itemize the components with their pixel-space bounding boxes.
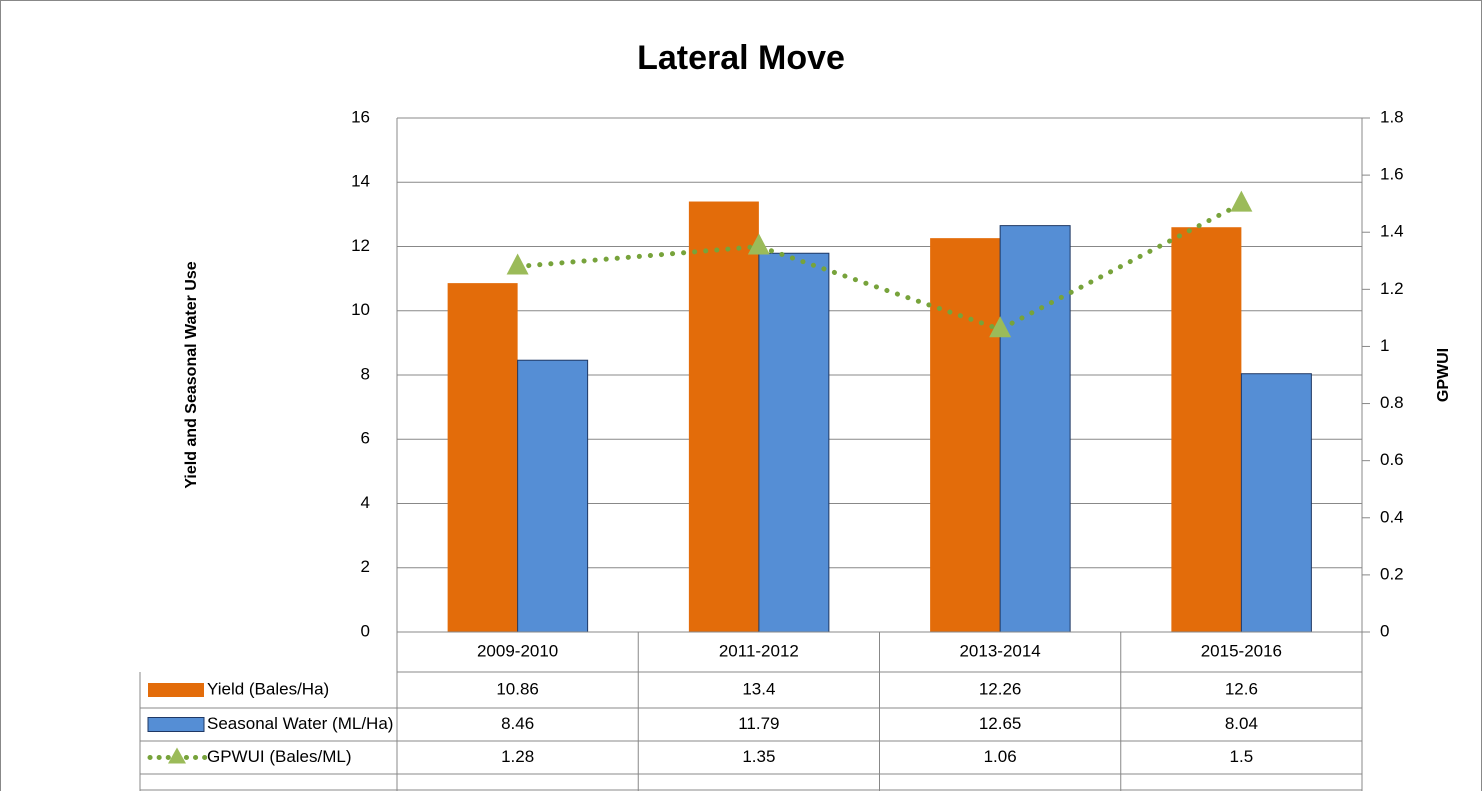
line: [515, 201, 1244, 333]
legend-label: Seasonal Water (ML/Ha): [207, 714, 393, 733]
marker: [989, 316, 1012, 338]
legend-label: GPWUI (Bales/ML): [207, 747, 352, 766]
table-value: 11.79: [738, 714, 779, 733]
y-axis-title: Yield and Seasonal Water Use: [183, 261, 200, 488]
y-tick-label: 4: [361, 493, 370, 512]
marker: [747, 233, 770, 255]
y-tick-label: 2: [361, 557, 370, 576]
y2-tick-label: 1.2: [1380, 279, 1404, 298]
y2-tick-label: 0.6: [1380, 450, 1404, 469]
y2-tick-label: 1: [1380, 336, 1389, 355]
bar: [930, 238, 1001, 632]
y-tick-label: 14: [351, 172, 370, 191]
bar: [1240, 373, 1312, 633]
y2-tick-label: 0.4: [1380, 507, 1404, 526]
y-tick-label: 6: [361, 429, 370, 448]
legend-swatch: [148, 683, 204, 697]
table-value: 1.5: [1230, 747, 1254, 766]
y2-tick-label: 1.6: [1380, 165, 1404, 184]
y2-tick-label: 0: [1380, 621, 1389, 640]
table-value: 1.28: [501, 747, 534, 766]
y2-tick-label: 0.2: [1380, 564, 1404, 583]
y2-tick-label: 1.4: [1380, 222, 1404, 241]
y-tick-label: 12: [351, 236, 370, 255]
y-tick-label: 8: [361, 364, 370, 383]
marker: [1230, 190, 1253, 212]
table-value: 8.46: [501, 714, 534, 733]
table-value: 13.4: [742, 679, 775, 698]
bar: [999, 225, 1071, 633]
x-tick-label: 2013-2014: [959, 641, 1040, 660]
bar: [1171, 227, 1242, 632]
y2-axis-title: GPWUI: [1435, 348, 1452, 402]
table-value: 12.26: [979, 679, 1022, 698]
table-value: 12.6: [1225, 679, 1258, 698]
y-tick-label: 0: [361, 621, 370, 640]
bar: [517, 359, 589, 633]
table-value: 8.04: [1225, 714, 1258, 733]
x-tick-label: 2009-2010: [477, 641, 558, 660]
y-tick-label: 16: [351, 107, 370, 126]
legend-swatch: [147, 717, 205, 732]
bar: [688, 201, 759, 632]
marker: [506, 253, 529, 275]
y2-tick-label: 0.8: [1380, 393, 1404, 412]
table-value: 10.86: [496, 679, 539, 698]
table-value: 12.65: [979, 714, 1022, 733]
bar: [758, 252, 830, 633]
bar: [447, 283, 518, 632]
y-tick-label: 10: [351, 300, 370, 319]
y2-tick-label: 1.8: [1380, 107, 1404, 126]
x-tick-label: 2011-2012: [719, 641, 799, 660]
legend-marker: [168, 747, 186, 764]
chart-title: Lateral Move: [637, 39, 845, 77]
x-tick-label: 2015-2016: [1201, 641, 1282, 660]
table-value: 1.06: [984, 747, 1017, 766]
legend-label: Yield (Bales/Ha): [207, 679, 329, 698]
table-value: 1.35: [742, 747, 775, 766]
